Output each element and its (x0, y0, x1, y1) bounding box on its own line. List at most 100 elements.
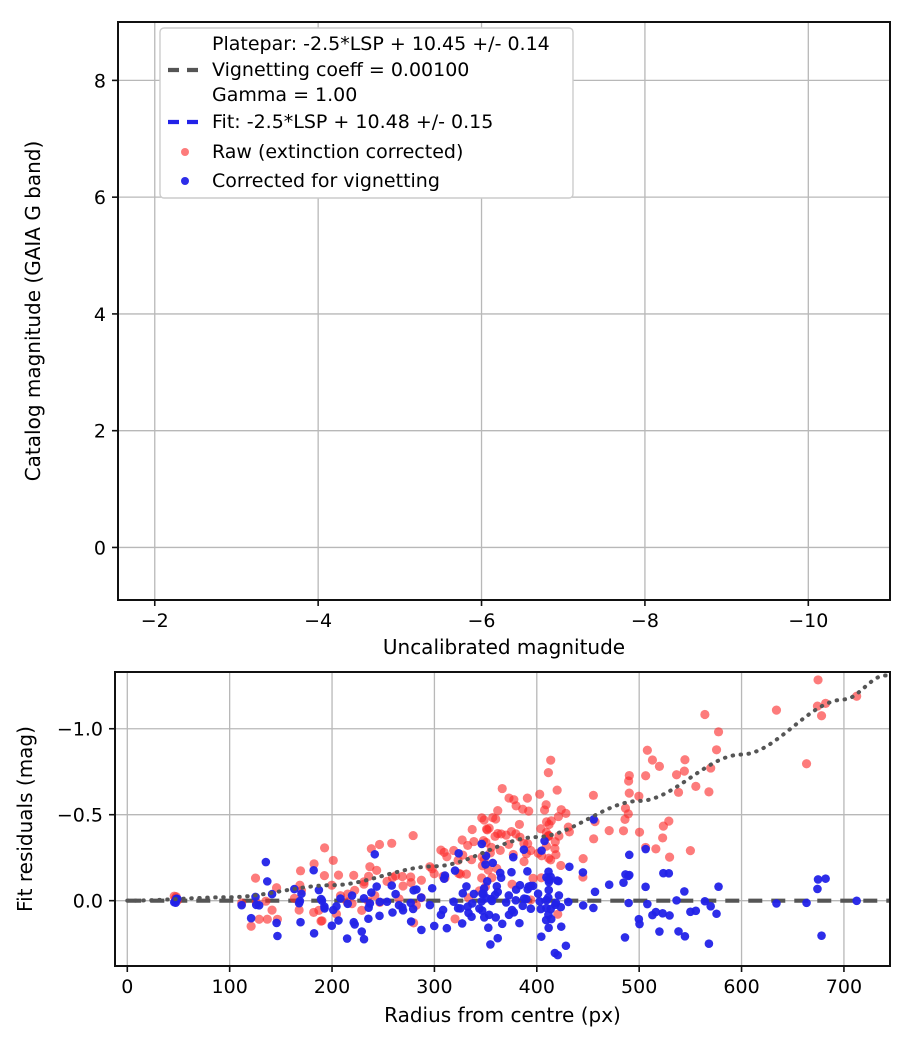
data-point (507, 867, 516, 877)
data-point (643, 899, 652, 909)
residual-raw-points (169, 675, 862, 931)
y-tick-label: 2 (94, 421, 106, 443)
x-tick-label: 200 (314, 976, 350, 998)
data-point (442, 923, 452, 933)
data-point (546, 816, 556, 826)
data-point (398, 881, 408, 891)
data-point (497, 919, 507, 929)
top-panel-ticks: −2 −4 −6 −8 −10 0 2 4 6 8 (94, 70, 828, 632)
data-point (618, 826, 629, 836)
data-point (246, 913, 256, 923)
data-point (714, 882, 723, 891)
data-point (267, 905, 277, 915)
data-point (309, 859, 319, 869)
data-point (449, 897, 458, 907)
data-point (387, 838, 397, 848)
data-point (375, 911, 384, 921)
data-point (802, 898, 811, 908)
data-point (561, 808, 571, 819)
data-point (347, 891, 357, 900)
data-point (526, 845, 536, 856)
data-point (508, 852, 518, 862)
data-point (350, 920, 359, 929)
data-point (658, 909, 667, 918)
x-tick-label: 500 (621, 976, 657, 998)
data-point (511, 896, 521, 905)
data-point (349, 870, 359, 880)
data-point (296, 917, 305, 927)
data-point (556, 902, 566, 912)
data-point (342, 934, 352, 943)
data-point (589, 834, 599, 844)
y-tick-label: 8 (94, 70, 106, 92)
data-point (295, 896, 305, 906)
data-point (519, 856, 529, 867)
legend-entry-label: Gamma = 1.00 (212, 84, 357, 106)
legend-entry-label: Vignetting coeff = 0.00100 (212, 59, 469, 81)
data-point (408, 904, 418, 914)
data-point (654, 761, 665, 771)
data-point (625, 870, 634, 880)
data-point (634, 827, 645, 837)
data-point (309, 929, 319, 938)
data-point (408, 830, 418, 841)
data-point (813, 675, 823, 685)
y-tick-label: 6 (94, 187, 106, 209)
data-point (685, 845, 695, 856)
data-point (370, 849, 380, 859)
data-point (556, 922, 566, 931)
data-point (359, 893, 369, 903)
data-point (458, 889, 468, 898)
x-tick-label: −6 (468, 610, 496, 632)
x-tick-label: 600 (723, 976, 759, 998)
data-point (651, 844, 661, 854)
data-point (680, 887, 689, 896)
data-point (528, 873, 538, 883)
data-point (655, 927, 664, 936)
data-point (553, 811, 564, 822)
data-point (250, 873, 261, 883)
data-point (457, 919, 467, 928)
data-point (691, 906, 701, 916)
data-point (501, 898, 511, 907)
data-point (391, 889, 400, 899)
data-point (416, 875, 426, 885)
data-point (713, 727, 724, 737)
data-point (372, 882, 381, 891)
data-point (388, 908, 397, 917)
y-tick-label: 0 (94, 537, 106, 559)
data-point (484, 923, 493, 933)
data-point (821, 874, 830, 883)
data-point (546, 914, 556, 924)
data-point (406, 917, 416, 926)
data-point (578, 854, 588, 864)
data-point (704, 787, 714, 797)
data-point (469, 836, 479, 847)
data-point (497, 783, 507, 794)
plot-background (115, 672, 890, 966)
data-point (556, 860, 566, 871)
data-point (319, 871, 330, 881)
data-point (514, 819, 525, 830)
data-point (711, 745, 722, 755)
data-point (620, 933, 630, 942)
data-point (664, 869, 674, 878)
data-point (484, 823, 494, 833)
data-point (540, 836, 549, 846)
data-point (317, 916, 327, 926)
data-point (543, 768, 553, 778)
data-point (589, 903, 598, 913)
data-point (237, 900, 246, 910)
data-point (604, 825, 614, 836)
data-point (604, 880, 614, 890)
x-tick-label: 300 (416, 976, 452, 998)
data-point (493, 806, 503, 816)
x-tick-label: −10 (788, 610, 828, 632)
data-point (672, 896, 681, 905)
data-point (328, 855, 338, 866)
data-point (387, 881, 397, 890)
data-point (691, 781, 701, 791)
data-point (647, 755, 658, 765)
